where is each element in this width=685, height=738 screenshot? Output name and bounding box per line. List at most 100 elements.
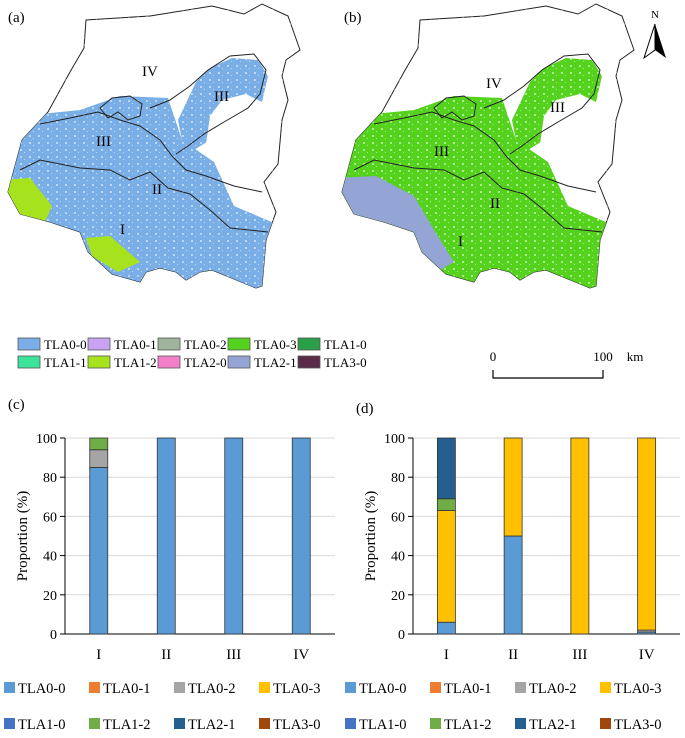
- y-tick-label: 40: [43, 550, 57, 565]
- bar-legend-swatch-tla0-0: [4, 682, 15, 693]
- map-legend-label-tla2-1: TLA2-1: [254, 355, 297, 370]
- map-b-region-i: I: [458, 234, 463, 250]
- x-tick-label-iii: III: [226, 647, 241, 663]
- map-legend-swatch-tla1-0: [297, 337, 321, 351]
- map-legend-swatch-tla0-3: [227, 337, 251, 351]
- bar-legend-swatch-tla2-1: [174, 718, 185, 729]
- y-axis-label: Proportion (%): [15, 491, 31, 581]
- map-b-region-iv: IV: [486, 76, 502, 92]
- bar-segment-i-tla2-1: [436, 437, 456, 500]
- bar-legend-swatch-tla0-1: [89, 682, 100, 693]
- x-tick-label-iii: III: [572, 647, 587, 663]
- panel-label-b: (b): [344, 10, 362, 26]
- y-tick-label: 0: [398, 628, 405, 643]
- bar-legend-swatch-tla1-0: [345, 718, 356, 729]
- map-legend-label-tla0-1: TLA0-1: [114, 337, 157, 352]
- map-a-boundary-2: [39, 111, 263, 193]
- map-a-region-ii: II: [152, 182, 162, 198]
- bar-legend-label-tla2-1: TLA2-1: [529, 717, 577, 733]
- map-legend-label-tla0-2: TLA0-2: [184, 337, 227, 352]
- bar-legend-swatch-tla1-2: [89, 718, 100, 729]
- bar-legend-label-tla0-0: TLA0-0: [359, 681, 407, 697]
- bar-segment-iii-tla0-0: [224, 437, 244, 635]
- map-legend-swatch-tla0-0: [17, 337, 41, 351]
- map-a-region-iii-north: III: [214, 89, 229, 105]
- bar-legend-label-tla0-3: TLA0-3: [614, 681, 662, 697]
- y-tick-label: 20: [43, 589, 57, 604]
- bar-legend-label-tla3-0: TLA3-0: [273, 717, 321, 733]
- bar-legend-swatch-tla3-0: [600, 718, 611, 729]
- map-a-boundary-4: [149, 53, 267, 155]
- map-legend-label-tla0-3: TLA0-3: [254, 337, 297, 352]
- map-legend-swatch-tla1-2: [87, 355, 111, 369]
- bar-legend-swatch-tla0-1: [430, 682, 441, 693]
- map-a-boundary-3: [99, 95, 143, 121]
- map-b-region-iii-west: III: [434, 144, 449, 160]
- bar-segment-ii-tla0-0: [503, 535, 523, 635]
- bar-legend-label-tla1-0: TLA1-0: [18, 717, 66, 733]
- map-b-boundary-2: [373, 111, 597, 193]
- map-a-region-i: I: [120, 222, 125, 238]
- bar-legend-label-tla0-2: TLA0-2: [188, 681, 236, 697]
- map-legend-swatch-tla2-0: [157, 355, 181, 369]
- y-tick-label: 20: [391, 589, 405, 604]
- y-tick-label: 80: [43, 471, 57, 486]
- x-tick-label-iv: IV: [293, 647, 309, 663]
- panel-label-c: (c): [8, 397, 25, 413]
- y-axis-label: Proportion (%): [363, 491, 379, 581]
- bar-legend-swatch-tla0-2: [174, 682, 185, 693]
- map-legend-label-tla1-0: TLA1-0: [324, 337, 367, 352]
- bar-legend-label-tla1-0: TLA1-0: [359, 717, 407, 733]
- map-legend-label-tla1-2: TLA1-2: [114, 355, 157, 370]
- y-tick-label: 60: [43, 510, 57, 525]
- bar-legend-label-tla1-2: TLA1-2: [444, 717, 492, 733]
- bar-legend-d: TLA0-0 TLA0-1 TLA0-2 TLA0-3 TLA1-0 TLA1-2 TLA2…: [345, 681, 662, 733]
- bar-segment-ii-tla0-3: [503, 437, 523, 537]
- bar-legend-c: TLA0-0 TLA0-1 TLA0-2 TLA0-3 TLA1-0 TLA1-2 TLA2…: [4, 681, 321, 733]
- x-tick-label-i: I: [96, 647, 101, 663]
- bar-segment-iv-tla0-3: [637, 437, 657, 631]
- map-legend-swatch-tla1-1: [17, 355, 41, 369]
- map-a-region-iii-west: III: [96, 134, 111, 150]
- x-tick-label-iv: IV: [639, 647, 655, 663]
- bar-legend-label-tla0-3: TLA0-3: [273, 681, 321, 697]
- map-b-boundary-3: [433, 95, 477, 121]
- map-a-region-iv: IV: [142, 64, 158, 80]
- map-legend-swatch-tla2-1: [227, 355, 251, 369]
- bar-legend-label-tla0-2: TLA0-2: [529, 681, 577, 697]
- panel-label-a: (a): [8, 10, 25, 26]
- map-b: IV III III II I (b) N: [341, 3, 666, 289]
- map-b-region-ii: II: [490, 196, 500, 212]
- scale-bar-unit: km: [627, 349, 644, 364]
- bar-legend-label-tla1-2: TLA1-2: [103, 717, 151, 733]
- scale-bar-start: 0: [490, 349, 497, 364]
- map-legend-label-tla3-0: TLA3-0: [324, 355, 367, 370]
- y-tick-label: 60: [391, 510, 405, 525]
- y-tick-label: 0: [50, 628, 57, 643]
- map-b-boundary-4: [483, 53, 601, 155]
- bar-segment-ii-tla0-0: [156, 437, 176, 635]
- bar-legend-swatch-tla0-3: [600, 682, 611, 693]
- bar-legend-swatch-tla1-2: [430, 718, 441, 729]
- map-legend-swatch-tla3-0: [297, 355, 321, 369]
- bar-legend-swatch-tla1-0: [4, 718, 15, 729]
- bar-segment-i-tla0-0: [436, 621, 456, 635]
- bar-legend-label-tla2-1: TLA2-1: [188, 717, 236, 733]
- y-tick-label: 100: [384, 432, 405, 447]
- bar-legend-swatch-tla3-0: [259, 718, 270, 729]
- bar-legend-swatch-tla0-0: [345, 682, 356, 693]
- map-b-boundary: [353, 159, 603, 233]
- bar-legend-label-tla0-0: TLA0-0: [18, 681, 66, 697]
- bar-segment-iii-tla0-3: [570, 437, 590, 635]
- map-legend-label-tla2-0: TLA2-0: [184, 355, 227, 370]
- bar-segment-i-tla0-3: [436, 510, 456, 623]
- scale-bar: 0 100 km: [490, 349, 644, 379]
- bar-legend-swatch-tla2-1: [515, 718, 526, 729]
- y-tick-label: 100: [36, 432, 57, 447]
- map-a: IV III III II I (a): [7, 3, 301, 289]
- bar-segment-i-tla0-0: [89, 466, 109, 635]
- north-label: N: [651, 9, 659, 21]
- map-legend-label-tla1-1: TLA1-1: [44, 355, 87, 370]
